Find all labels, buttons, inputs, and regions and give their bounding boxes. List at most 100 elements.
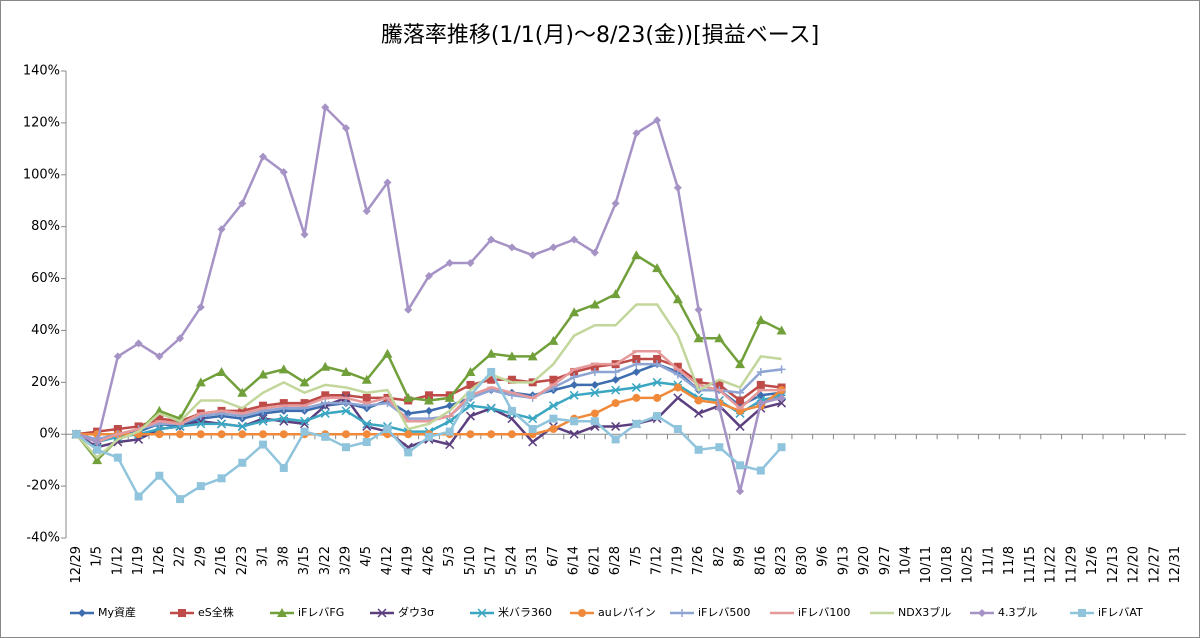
legend-label: 米バラ360 xyxy=(498,606,552,619)
marker xyxy=(321,391,330,400)
marker xyxy=(673,362,682,371)
marker xyxy=(300,230,309,239)
marker xyxy=(134,492,143,501)
marker xyxy=(155,471,164,480)
marker xyxy=(569,429,579,439)
marker xyxy=(777,443,786,452)
marker xyxy=(238,406,247,415)
marker xyxy=(673,393,683,403)
marker xyxy=(382,348,393,358)
marker xyxy=(715,404,724,413)
marker xyxy=(653,360,662,369)
marker xyxy=(176,334,185,343)
x-tick-label: 9/13 xyxy=(836,546,851,575)
legend-label: iFレバFG xyxy=(298,606,344,619)
marker xyxy=(673,425,682,434)
x-tick-label: 11/8 xyxy=(1002,546,1017,575)
y-tick-label: 140% xyxy=(23,64,60,79)
marker xyxy=(978,609,986,617)
legend-label: ダウ3σ xyxy=(398,605,434,619)
marker xyxy=(590,248,599,257)
x-tick-label: 8/9 xyxy=(733,546,748,567)
marker xyxy=(694,445,703,454)
marker xyxy=(653,354,662,363)
marker xyxy=(176,495,185,504)
marker xyxy=(570,373,579,382)
x-tick-label: 3/22 xyxy=(318,546,333,575)
marker xyxy=(424,432,433,441)
marker xyxy=(362,438,371,447)
marker xyxy=(611,199,620,208)
marker xyxy=(632,354,641,363)
x-tick-label: 9/20 xyxy=(857,546,872,575)
y-tick-label: 60% xyxy=(31,271,60,286)
y-tick-label: 120% xyxy=(23,115,60,130)
marker xyxy=(361,374,372,384)
marker xyxy=(238,430,247,439)
marker xyxy=(217,430,226,439)
x-tick-label: 12/27 xyxy=(1147,546,1162,583)
marker xyxy=(424,391,433,400)
legend-label: iFレバAT xyxy=(1098,606,1143,619)
marker xyxy=(154,405,165,415)
x-tick-label: 6/7 xyxy=(546,546,561,567)
marker xyxy=(196,419,206,429)
x-tick-label: 11/1 xyxy=(981,546,996,575)
marker xyxy=(694,408,704,418)
marker xyxy=(653,393,662,402)
marker xyxy=(570,417,579,426)
marker xyxy=(196,430,205,439)
marker xyxy=(237,387,248,397)
y-tick-label: -20% xyxy=(26,479,60,494)
marker xyxy=(736,487,745,496)
marker xyxy=(486,403,496,413)
marker xyxy=(590,362,599,371)
marker xyxy=(590,409,599,418)
marker xyxy=(403,392,414,402)
marker xyxy=(320,408,330,418)
marker xyxy=(548,335,559,345)
marker xyxy=(570,367,579,376)
marker xyxy=(362,419,372,429)
x-tick-label: 3/1 xyxy=(256,546,271,567)
marker xyxy=(320,361,331,371)
marker xyxy=(466,391,475,400)
marker xyxy=(776,325,787,335)
chart-title: 騰落率推移(1/1(月)～8/23(金))[損益ベース] xyxy=(381,23,819,48)
marker xyxy=(404,448,413,457)
marker xyxy=(487,235,496,244)
x-tick-label: 8/2 xyxy=(712,546,727,567)
x-tick-label: 5/24 xyxy=(504,546,519,575)
marker xyxy=(445,427,454,436)
marker xyxy=(259,152,268,161)
marker xyxy=(632,393,641,402)
marker xyxy=(259,401,268,410)
x-tick-label: 8/23 xyxy=(774,546,789,575)
marker xyxy=(590,380,599,389)
x-tick-label: 9/27 xyxy=(878,546,893,575)
marker xyxy=(673,183,682,192)
marker xyxy=(590,388,600,398)
x-tick-label: 4/12 xyxy=(380,546,395,575)
x-tick-label: 7/5 xyxy=(629,546,644,567)
x-tick-label: 6/14 xyxy=(567,546,582,575)
marker xyxy=(694,305,703,314)
marker xyxy=(321,399,330,408)
marker xyxy=(444,392,455,402)
marker xyxy=(506,351,517,361)
legend-label: My資産 xyxy=(98,606,136,619)
x-tick-label: 5/17 xyxy=(484,546,499,575)
marker xyxy=(383,425,392,434)
marker xyxy=(238,199,247,208)
marker xyxy=(279,414,289,424)
marker xyxy=(632,360,641,369)
series-line xyxy=(75,303,782,459)
marker xyxy=(652,377,662,387)
marker xyxy=(590,417,599,426)
x-tick-label: 5/10 xyxy=(463,546,478,575)
marker xyxy=(362,430,371,439)
marker xyxy=(527,351,538,361)
marker xyxy=(589,299,600,309)
marker xyxy=(278,364,289,374)
x-tick-label: 1/5 xyxy=(90,546,105,567)
